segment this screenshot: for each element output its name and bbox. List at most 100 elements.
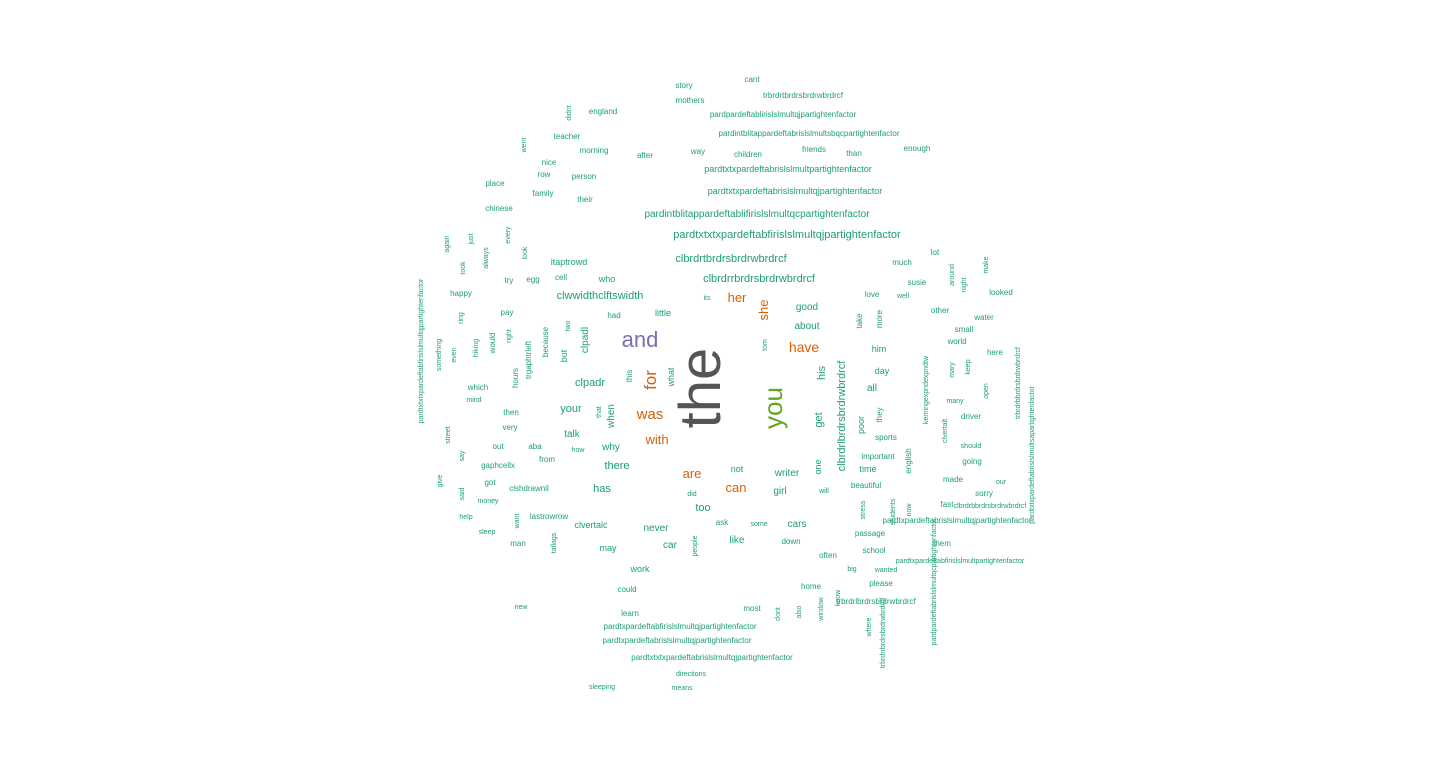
cloud-word-down: down bbox=[781, 537, 800, 546]
cloud-word-means: means bbox=[671, 685, 693, 692]
cloud-word-sleeping: sleeping bbox=[589, 684, 615, 691]
cloud-word-clshdrawnil: clshdrawnil bbox=[509, 484, 549, 493]
cloud-word-took: took bbox=[460, 261, 467, 275]
cloud-word-the: the bbox=[668, 348, 733, 429]
cloud-word-pardtxpardeftabfirislslmultqjpartightenfactor: pardtxpardeftabfirislslmultqjpartightenf… bbox=[604, 622, 757, 631]
cloud-word-they: they bbox=[875, 407, 884, 422]
cloud-word-often: often bbox=[819, 551, 837, 560]
cloud-word-most: most bbox=[743, 604, 761, 613]
cloud-word-aba: aba bbox=[528, 442, 542, 451]
cloud-word-there: there bbox=[604, 460, 629, 472]
cloud-word-she: she bbox=[756, 300, 771, 321]
cloud-word-just: just bbox=[468, 234, 475, 246]
cloud-word-enough: enough bbox=[904, 144, 931, 153]
cloud-word-day: day bbox=[875, 366, 890, 376]
cloud-word-made: made bbox=[943, 475, 964, 484]
cloud-word-home: home bbox=[801, 582, 822, 591]
cloud-word-what: what bbox=[666, 367, 676, 388]
cloud-word-now: now bbox=[906, 503, 913, 517]
cloud-word-sorry: sorry bbox=[975, 489, 993, 498]
cloud-word-trbrdrbbrdrsbrdrwbrdrcf: trbrdrbbrdrsbrdrwbrdrcf bbox=[1015, 347, 1022, 419]
cloud-word-all: all bbox=[867, 383, 877, 394]
cloud-word-make: make bbox=[983, 256, 990, 273]
cloud-word-mind: mind bbox=[466, 397, 481, 404]
cloud-word-itaptrowd: itaptrowd bbox=[551, 257, 588, 267]
cloud-word-hiking: hiking bbox=[473, 339, 480, 357]
cloud-word-could: could bbox=[617, 585, 636, 594]
cloud-word-many: many bbox=[946, 398, 964, 405]
cloud-word-learn: learn bbox=[621, 609, 639, 618]
cloud-word-good: good bbox=[796, 302, 818, 313]
cloud-word-money: money bbox=[477, 498, 499, 505]
cloud-word-mothers: mothers bbox=[676, 96, 705, 105]
cloud-word-help: help bbox=[459, 514, 472, 521]
cloud-word-which: which bbox=[467, 383, 488, 392]
cloud-word-family: family bbox=[533, 189, 554, 198]
cloud-word-clbrdrbbrdrsbrdrwbrdrcf: clbrdrbbrdrsbrdrwbrdrcf bbox=[954, 503, 1027, 510]
cloud-word-his: his bbox=[816, 365, 828, 380]
cloud-word-lastrowrow: lastrowrow bbox=[530, 512, 568, 521]
cloud-word-that: that bbox=[596, 406, 603, 418]
cloud-word-would: would bbox=[488, 333, 497, 355]
cloud-word-important: important bbox=[861, 452, 895, 461]
cloud-word-like: like bbox=[729, 535, 744, 546]
cloud-word-cars: cars bbox=[788, 519, 807, 530]
cloud-word-car: car bbox=[663, 540, 678, 551]
cloud-word-why: why bbox=[601, 442, 620, 453]
cloud-word-teacher: teacher bbox=[554, 132, 581, 141]
cloud-word-pardpardeftablirislslmultqjpartightenfactor: pardpardeftablirislslmultqjpartightenfac… bbox=[710, 110, 857, 119]
cloud-word-egg: egg bbox=[526, 275, 539, 284]
cloud-word-work: work bbox=[629, 564, 650, 574]
cloud-word-some: some bbox=[750, 521, 767, 528]
cloud-word-pay: pay bbox=[501, 308, 514, 317]
cloud-word-gaphcellx: gaphcellx bbox=[481, 461, 515, 470]
cloud-word-will: will bbox=[818, 488, 829, 495]
cloud-word-keep: keep bbox=[965, 359, 972, 374]
cloud-word-about: about bbox=[794, 321, 819, 332]
cloud-word-try: try bbox=[505, 276, 514, 285]
cloud-word-fast: fast bbox=[941, 500, 955, 509]
cloud-word-night: night bbox=[961, 277, 968, 292]
cloud-word-look: look bbox=[522, 246, 529, 259]
cloud-word-again: again bbox=[444, 235, 451, 252]
cloud-word-pardtxpardeftabrislslmultqjpartightenfactor: pardtxpardeftabrislslmultqjpartightenfac… bbox=[883, 516, 1032, 525]
cloud-word-hours: hours bbox=[511, 368, 520, 388]
cloud-word-place: place bbox=[485, 179, 505, 188]
cloud-word-ask: ask bbox=[716, 518, 729, 527]
cloud-word-pardtxpardeftabrislslmultqjpartightenfactor: pardtxpardeftabrislslmultqjpartightenfac… bbox=[603, 636, 752, 645]
cloud-word-going: going bbox=[962, 457, 982, 466]
cloud-word-please: please bbox=[869, 579, 893, 588]
cloud-word-pardtxpardeftabfirislslmultpartightenfactor: pardtxpardeftabfirislslmultpartightenfac… bbox=[896, 558, 1025, 565]
cloud-word-sports: sports bbox=[875, 433, 897, 442]
cloud-word-said: said bbox=[459, 487, 466, 500]
cloud-word-chinese: chinese bbox=[485, 204, 513, 213]
cloud-word-their: their bbox=[577, 195, 593, 204]
cloud-word-our: our bbox=[996, 479, 1007, 486]
cloud-word-because: because bbox=[541, 326, 550, 357]
cloud-word-how: how bbox=[572, 447, 586, 454]
cloud-word-pardtxtxpardeftabrislslmultsapartightenfactor: pardtxtxpardeftabrislslmultsapartightenf… bbox=[1029, 385, 1036, 523]
cloud-word-get: get bbox=[813, 412, 825, 427]
cloud-word-not: not bbox=[731, 464, 744, 474]
cloud-word-person: person bbox=[572, 172, 596, 181]
cloud-word-also: also bbox=[796, 605, 803, 618]
cloud-word-big: big bbox=[847, 566, 856, 573]
cloud-word-for: for bbox=[641, 370, 660, 390]
cloud-word-two: two bbox=[565, 320, 572, 331]
cloud-word-dont: dont bbox=[775, 607, 782, 621]
cloud-word-stress: stress bbox=[860, 500, 867, 519]
cloud-word-where: where bbox=[866, 617, 873, 637]
cloud-word-clvertalc: clvertalc bbox=[574, 520, 608, 530]
cloud-word-should: should bbox=[961, 443, 982, 450]
cloud-word-clbrdrrbrdrsbrdrwbrdrcf: clbrdrrbrdrsbrdrwbrdrcf bbox=[703, 273, 816, 285]
cloud-word-pardtxtxpardeftabrislslmultqjpartightenfactor: pardtxtxpardeftabrislslmultqjpartightenf… bbox=[708, 186, 883, 196]
cloud-word-than: than bbox=[846, 149, 862, 158]
cloud-word-from: from bbox=[539, 455, 555, 464]
cloud-word-ring: ring bbox=[458, 312, 465, 324]
cloud-word-can: can bbox=[726, 480, 747, 495]
cloud-word-little: little bbox=[655, 308, 671, 318]
cloud-word-looked: looked bbox=[989, 288, 1013, 297]
cloud-word-school: school bbox=[862, 546, 885, 555]
cloud-word-want: want bbox=[514, 514, 521, 530]
